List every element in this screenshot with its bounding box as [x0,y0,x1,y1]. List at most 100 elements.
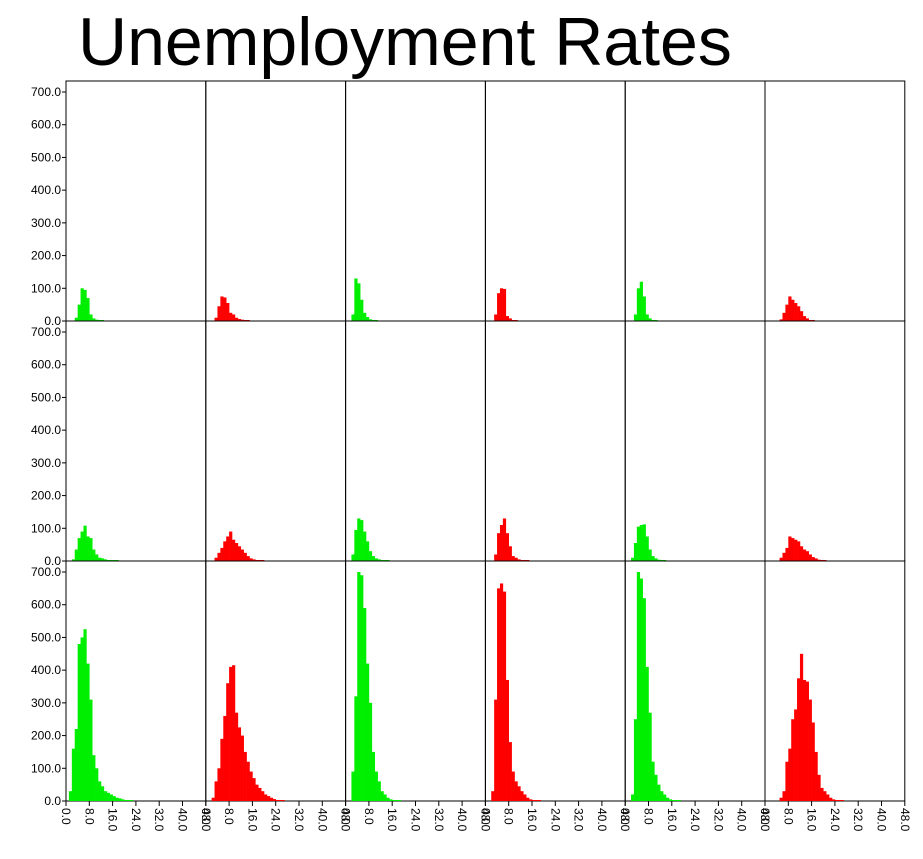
histogram-bar [368,702,373,801]
histogram-bar [357,518,361,561]
histogram-bar [237,546,242,561]
histogram-bar [645,314,649,321]
histogram-bar [817,774,821,801]
histogram-bar [791,538,795,561]
histogram-bar [494,699,498,801]
histogram-bar [814,751,818,801]
histogram-bar [249,771,253,801]
histogram-bar [788,296,792,321]
panel-frame [345,320,486,562]
histogram-bar [363,531,367,561]
histogram-bar [636,288,641,321]
x-tick-label: 8.0 [222,808,236,825]
histogram-bar [794,303,798,321]
histogram-bar [371,556,376,561]
x-tick-label: 32.0 [851,808,865,832]
histogram-bar [89,538,93,561]
histogram-bar [246,761,250,801]
panel-frame [205,320,347,562]
histogram-bar [357,283,361,321]
y-tick-label: 700.0 [31,85,61,99]
histogram-bar [100,558,105,561]
histogram-bar [779,797,783,801]
histogram-bar [377,781,381,801]
x-tick-label: 8.0 [362,808,376,825]
histogram-bar [799,311,804,321]
histogram-bar [532,800,536,801]
panel-frame [624,80,766,322]
histogram-bar [211,797,215,801]
histogram-bar [508,742,512,801]
histogram-bar [785,761,789,801]
histogram-bar [232,665,236,801]
histogram-bar [814,558,818,561]
x-tick-label: 0.0 [478,808,492,825]
histogram-bar [645,536,649,561]
histogram-bar [837,800,842,801]
x-tick-label: 40.0 [455,808,469,832]
panel-frame [624,320,766,562]
histogram-bar [505,533,509,561]
histogram-bar [374,771,378,801]
histogram-bar [633,719,638,801]
x-tick-label: 32.0 [292,808,306,832]
histogram-bar [505,679,509,801]
x-tick-label: 16.0 [805,808,819,832]
histogram-bar [502,288,507,321]
x-tick-label: 40.0 [176,808,190,832]
histogram-bar [92,318,96,321]
y-tick-label: 500.0 [31,390,61,404]
histogram-bar [494,554,498,561]
histogram-bar [89,314,93,321]
x-tick-label: 48.0 [758,808,772,832]
histogram-bar [497,293,501,321]
histogram-bar [106,792,110,801]
histogram-bar [829,797,833,801]
histogram-bar [395,800,399,801]
y-tick-label: 300.0 [31,456,61,470]
y-tick-label: 400.0 [31,183,61,197]
histogram-bar [805,551,809,561]
histogram-bar [660,791,664,801]
histogram-bar [514,557,518,561]
x-tick-label: 24.0 [688,808,702,832]
x-tick-label: 0.0 [199,808,213,825]
histogram-bar [121,799,125,801]
histogram-bar [214,557,218,561]
x-tick-label: 8.0 [642,808,656,825]
histogram-bar [377,559,381,561]
histogram-bar [261,791,265,801]
histogram-bar [80,637,84,801]
histogram-bar [633,314,638,321]
histogram-bar [654,774,658,801]
histogram-bar [386,797,390,801]
histogram-bar [220,738,224,801]
histogram-bar [820,787,824,801]
histogram-bar [805,318,809,321]
histogram-bar [240,319,244,321]
histogram-bar [226,683,230,801]
x-tick-label: 40.0 [315,808,329,832]
y-tick-label: 200.0 [31,249,61,263]
y-tick-label: 500.0 [31,150,61,164]
y-tick-label: 600.0 [31,358,61,372]
histogram-bar [217,552,221,561]
histogram-bar [392,800,396,801]
y-tick-label: 100.0 [31,281,61,295]
chart-title: Unemployment Rates [78,4,732,80]
y-tick-label: 0.0 [44,314,61,328]
panel-frame [484,80,626,322]
histogram-bar [642,524,646,561]
histogram-bar [363,607,367,801]
histogram-bar [785,547,789,561]
y-tick-label: 0.0 [44,794,61,808]
histogram-bar [499,288,504,321]
histogram-bar [491,791,495,801]
histogram-bar [782,791,786,801]
x-tick-label: 16.0 [106,808,120,832]
x-tick-label: 16.0 [665,808,679,832]
x-tick-label: 48.0 [478,808,492,832]
histogram-bar [229,666,233,801]
x-tick-label: 24.0 [548,808,562,832]
